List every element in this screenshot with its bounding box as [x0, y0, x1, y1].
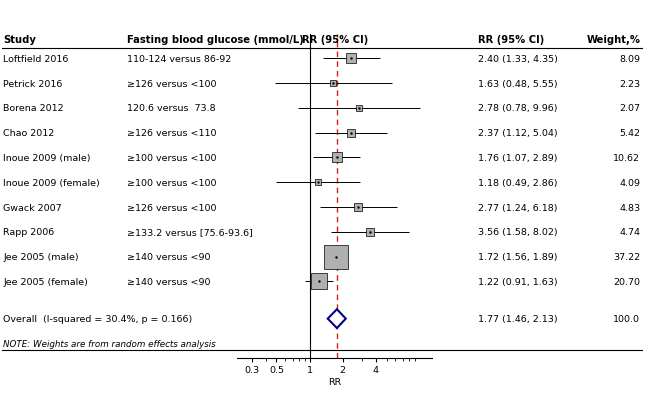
Text: Jee 2005 (male): Jee 2005 (male) — [3, 253, 79, 262]
Text: 1.77 (1.46, 2.13): 1.77 (1.46, 2.13) — [478, 314, 558, 323]
Text: ≥126 versus <100: ≥126 versus <100 — [127, 203, 216, 212]
Text: Overall  (I-squared = 30.4%, p = 0.166): Overall (I-squared = 30.4%, p = 0.166) — [3, 314, 192, 323]
Text: 120.6 versus  73.8: 120.6 versus 73.8 — [127, 104, 215, 113]
Text: ≥133.2 versus [75.6-93.6]: ≥133.2 versus [75.6-93.6] — [127, 228, 253, 237]
Text: ≥100 versus <100: ≥100 versus <100 — [127, 153, 216, 162]
Text: 5.42: 5.42 — [619, 129, 640, 138]
Text: Inoue 2009 (female): Inoue 2009 (female) — [3, 178, 100, 187]
Text: RR (95% CI): RR (95% CI) — [478, 35, 544, 45]
Text: Gwack 2007: Gwack 2007 — [3, 203, 62, 212]
Text: 8.09: 8.09 — [619, 55, 640, 64]
Text: Petrick 2016: Petrick 2016 — [3, 79, 62, 88]
Text: RR (95% CI): RR (95% CI) — [302, 35, 368, 45]
Text: 37.22: 37.22 — [613, 253, 640, 262]
Text: 110-124 versus 86-92: 110-124 versus 86-92 — [127, 55, 231, 64]
Text: Chao 2012: Chao 2012 — [3, 129, 55, 138]
Text: 4.83: 4.83 — [619, 203, 640, 212]
X-axis label: RR: RR — [328, 377, 341, 386]
Text: 2.40 (1.33, 4.35): 2.40 (1.33, 4.35) — [478, 55, 558, 64]
Polygon shape — [328, 309, 346, 328]
Text: Study: Study — [3, 35, 36, 45]
Text: 1.72 (1.56, 1.89): 1.72 (1.56, 1.89) — [478, 253, 557, 262]
Text: ≥140 versus <90: ≥140 versus <90 — [127, 277, 210, 286]
Text: ≥126 versus <100: ≥126 versus <100 — [127, 79, 216, 88]
Text: 100.0: 100.0 — [613, 314, 640, 323]
Text: 1.63 (0.48, 5.55): 1.63 (0.48, 5.55) — [478, 79, 558, 88]
Text: 2.23: 2.23 — [619, 79, 640, 88]
Text: 4.74: 4.74 — [619, 228, 640, 237]
Text: 1.22 (0.91, 1.63): 1.22 (0.91, 1.63) — [478, 277, 558, 286]
Text: 3.56 (1.58, 8.02): 3.56 (1.58, 8.02) — [478, 228, 558, 237]
Text: Inoue 2009 (male): Inoue 2009 (male) — [3, 153, 91, 162]
Text: Rapp 2006: Rapp 2006 — [3, 228, 55, 237]
Text: Jee 2005 (female): Jee 2005 (female) — [3, 277, 88, 286]
Text: Fasting blood glucose (mmol/L): Fasting blood glucose (mmol/L) — [127, 35, 304, 45]
Text: Weight,%: Weight,% — [586, 35, 640, 45]
Text: Loftfield 2016: Loftfield 2016 — [3, 55, 69, 64]
Text: 1.18 (0.49, 2.86): 1.18 (0.49, 2.86) — [478, 178, 557, 187]
Text: 10.62: 10.62 — [613, 153, 640, 162]
Text: ≥100 versus <100: ≥100 versus <100 — [127, 178, 216, 187]
Text: 1.76 (1.07, 2.89): 1.76 (1.07, 2.89) — [478, 153, 557, 162]
Text: 2.77 (1.24, 6.18): 2.77 (1.24, 6.18) — [478, 203, 557, 212]
Text: 4.09: 4.09 — [619, 178, 640, 187]
Text: 20.70: 20.70 — [613, 277, 640, 286]
Text: NOTE: Weights are from random effects analysis: NOTE: Weights are from random effects an… — [3, 339, 216, 348]
Text: 2.78 (0.78, 9.96): 2.78 (0.78, 9.96) — [478, 104, 557, 113]
Text: ≥140 versus <90: ≥140 versus <90 — [127, 253, 210, 262]
Text: 2.37 (1.12, 5.04): 2.37 (1.12, 5.04) — [478, 129, 558, 138]
Text: ≥126 versus <110: ≥126 versus <110 — [127, 129, 216, 138]
Text: 2.07: 2.07 — [619, 104, 640, 113]
Text: Borena 2012: Borena 2012 — [3, 104, 64, 113]
